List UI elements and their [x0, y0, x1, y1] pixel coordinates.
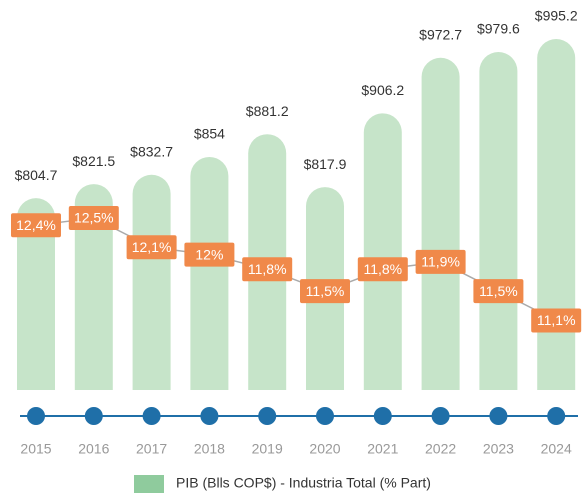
bar-value-label: $881.2: [246, 103, 289, 119]
line-point-box: [184, 242, 235, 267]
timeline-dot: [27, 407, 45, 425]
bar-value-label: $821.5: [72, 153, 115, 169]
x-tick-label: 2015: [20, 441, 51, 457]
line-point-box: [11, 213, 61, 238]
bar: [421, 57, 460, 391]
line-value-label: 12,5%: [74, 210, 114, 226]
legend-swatch: [134, 475, 164, 493]
legend-label: PIB (Blls COP$) - Industria Total (% Par…: [176, 475, 431, 491]
line-point-box: [531, 308, 582, 333]
x-tick-label: 2022: [425, 441, 456, 457]
line-value-label: 11,5%: [479, 283, 518, 299]
line-value-label: 12,4%: [16, 217, 56, 233]
timeline-dot: [200, 407, 219, 425]
line-point-box: [473, 279, 524, 304]
timeline-dot: [316, 407, 334, 425]
x-tick-label: 2017: [136, 441, 167, 457]
bar: [17, 198, 55, 390]
line-value-label: 11,9%: [421, 254, 460, 270]
bar-value-label: $817.9: [304, 156, 347, 172]
line-point-box: [415, 249, 466, 274]
timeline-dot: [84, 407, 103, 425]
timeline-dot: [373, 407, 392, 425]
bar-value-label: $995.2: [535, 8, 578, 24]
bar-value-label: $804.7: [15, 167, 58, 183]
line-point-box: [242, 257, 293, 282]
x-tick-label: 2021: [367, 441, 398, 457]
line-value-label: 11,1%: [537, 312, 576, 328]
timeline-dot: [547, 407, 566, 425]
line: [35, 217, 557, 322]
bar: [190, 156, 229, 390]
timeline-dot: [142, 407, 161, 425]
line-point-box: [68, 205, 119, 230]
x-tick-label: 2016: [78, 441, 109, 457]
line-point-box: [126, 235, 177, 260]
line-value-label: 11,8%: [363, 261, 402, 277]
x-tick-label: 2019: [252, 441, 283, 457]
timeline-dot: [258, 407, 277, 425]
line-value-label: 11,8%: [248, 261, 287, 277]
x-tick-label: 2020: [309, 441, 340, 457]
x-tick-label: 2018: [194, 441, 225, 457]
x-tick-label: 2023: [483, 441, 514, 457]
line-value-label: 12%: [195, 246, 223, 262]
bar-value-label: $972.7: [419, 27, 462, 43]
bar-value-label: $854: [194, 126, 225, 142]
timeline-dot: [431, 407, 450, 425]
bar: [132, 174, 171, 390]
bar: [363, 113, 402, 390]
bar: [537, 39, 576, 391]
timeline-dot: [489, 407, 508, 425]
bar: [479, 52, 518, 391]
line-value-label: 12,1%: [132, 239, 172, 255]
bar: [74, 184, 113, 390]
line-value-label: 11,5%: [306, 283, 345, 299]
x-tick-label: 2024: [541, 441, 572, 457]
line-point-box: [357, 257, 408, 282]
bar-value-label: $979.6: [477, 21, 520, 37]
bar-value-label: $832.7: [130, 143, 173, 159]
line-point-box: [300, 279, 350, 304]
bar-value-label: $906.2: [361, 82, 404, 98]
